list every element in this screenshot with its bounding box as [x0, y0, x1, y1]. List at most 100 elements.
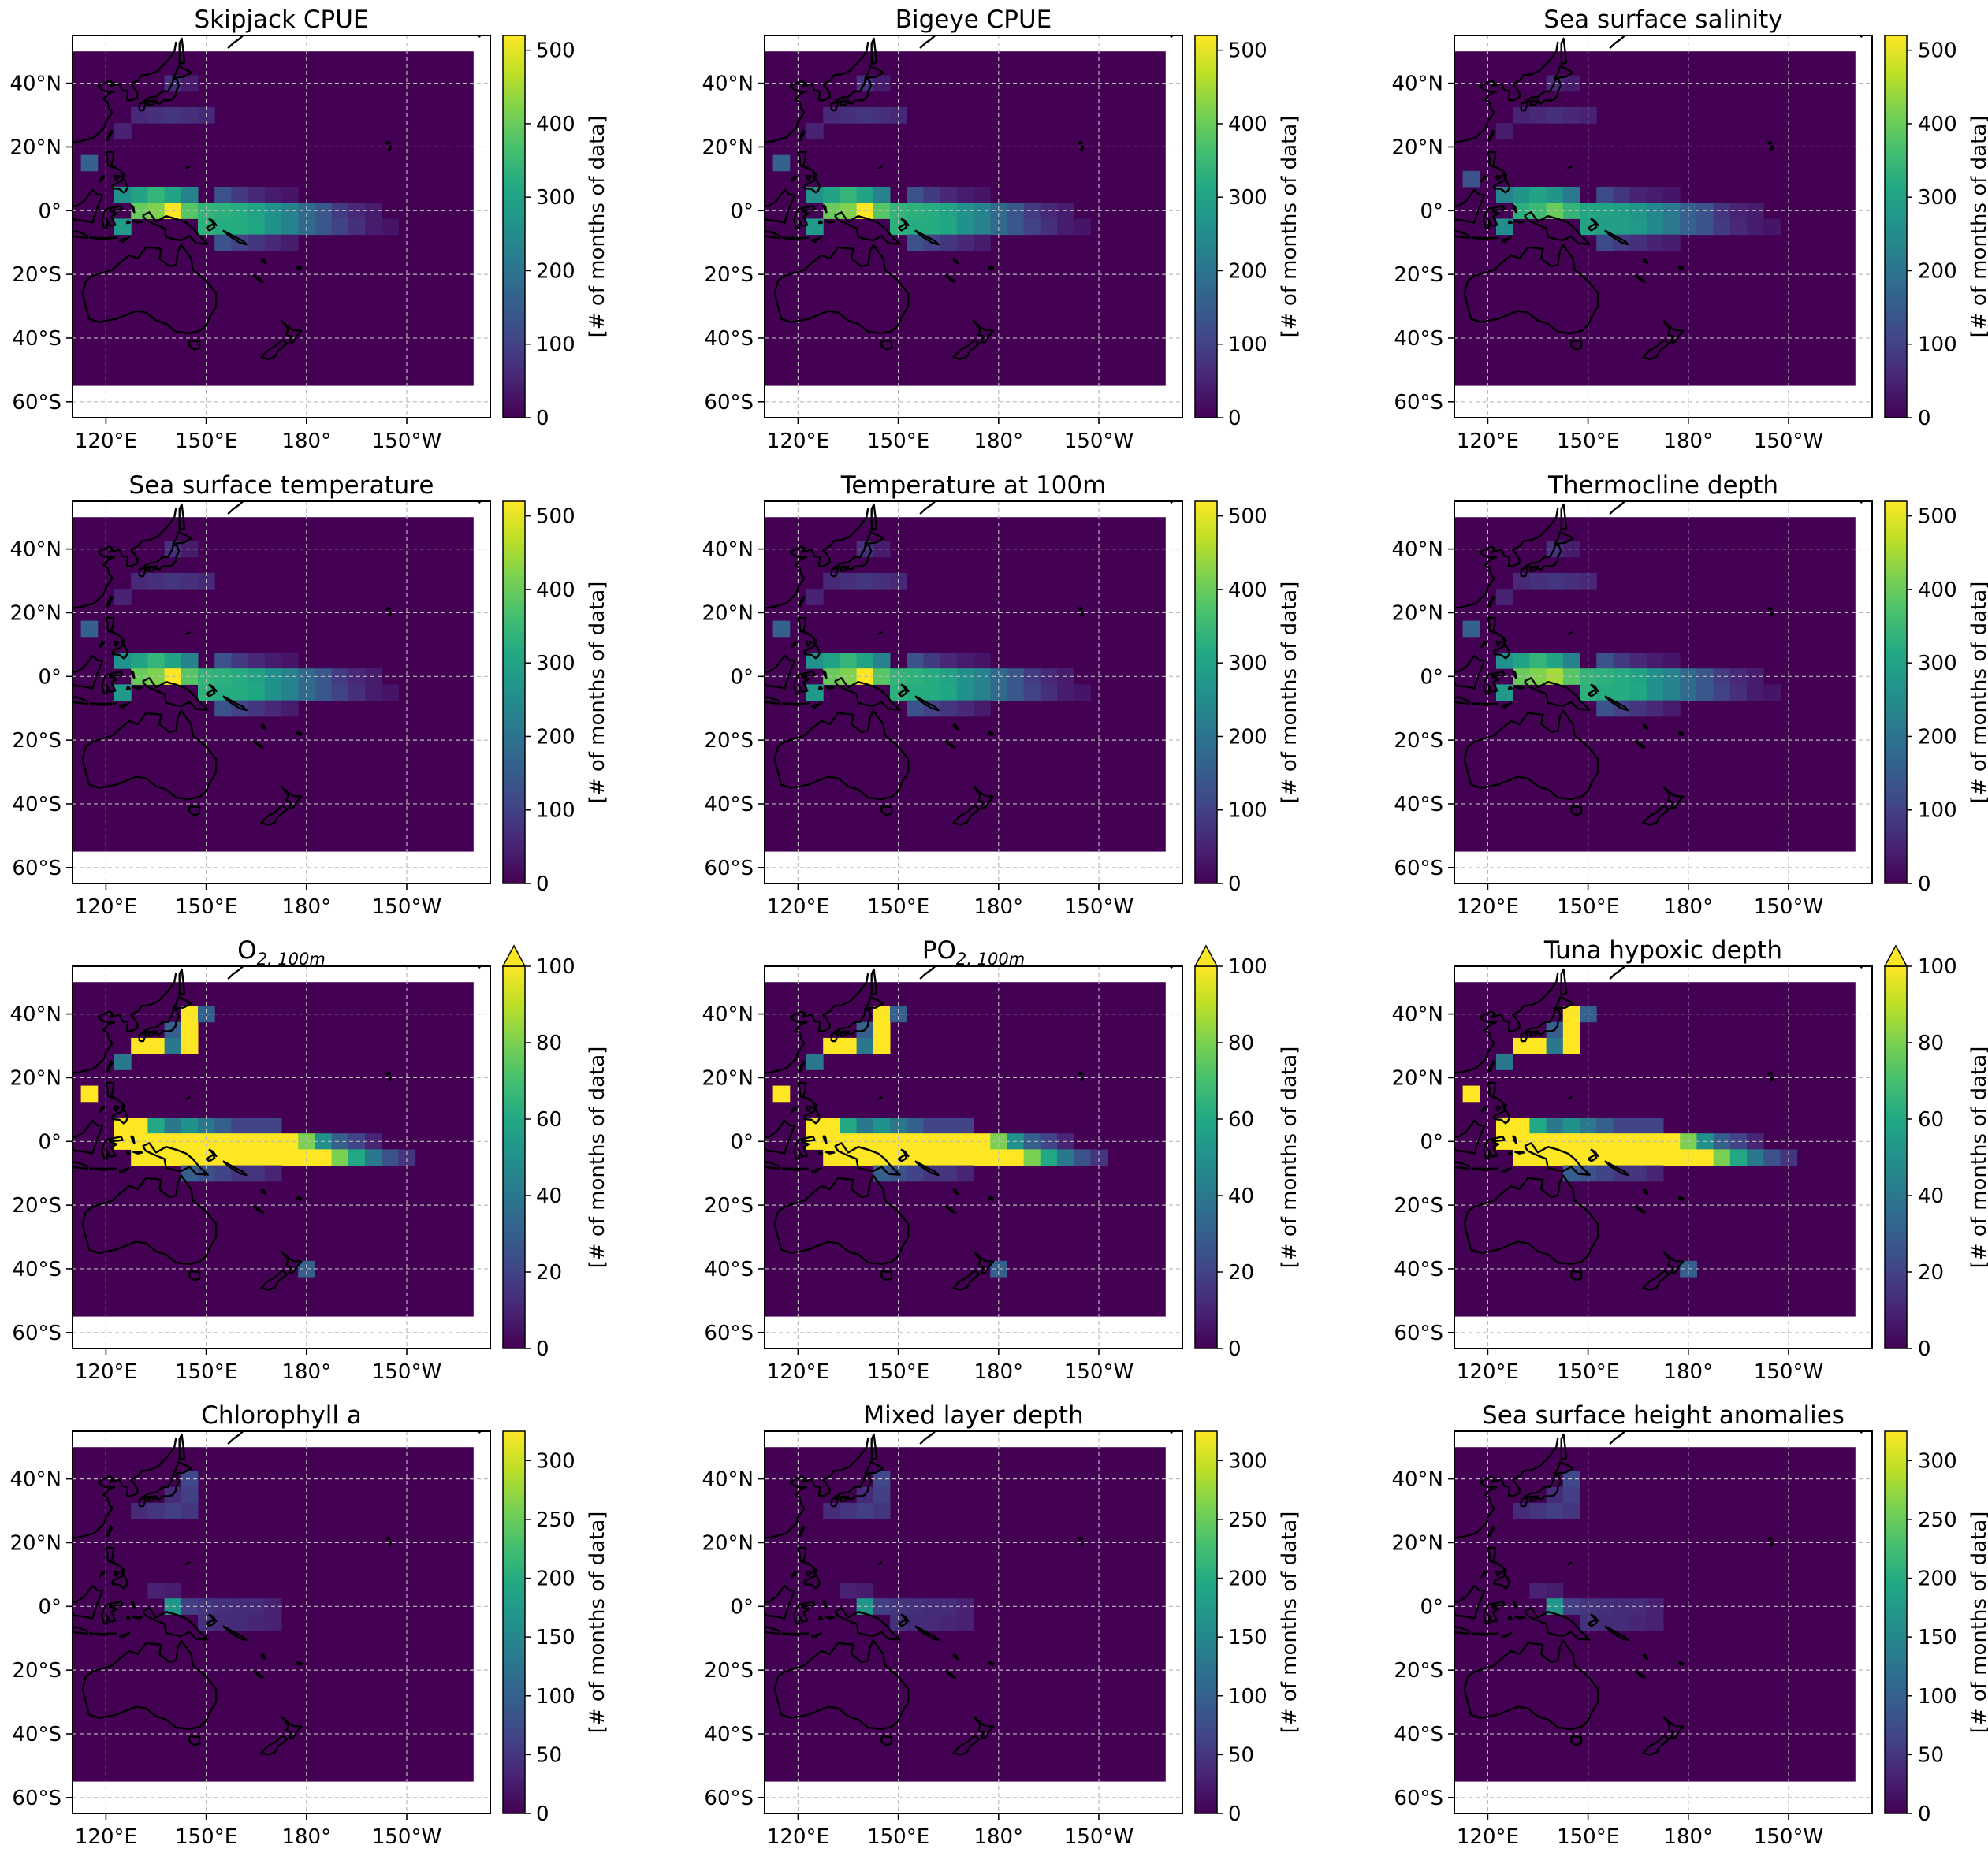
colorbar-label: [# of months of data]: [1278, 1047, 1301, 1269]
coastline: [952, 257, 959, 265]
coastline: [973, 319, 995, 344]
heatmap-cell: [231, 1598, 249, 1615]
colorbar: [1194, 965, 1218, 1349]
coastline: [781, 702, 810, 706]
heatmap-cell: [1529, 572, 1547, 590]
heatmap-cell: [806, 589, 824, 605]
coastline: [1566, 1096, 1573, 1100]
coastline: [1513, 1151, 1525, 1155]
coastline: [476, 966, 481, 969]
heatmap-cell: [114, 1117, 132, 1134]
heatmap-cell: [198, 1133, 215, 1150]
heatmap-cell: [181, 1037, 199, 1054]
coastline: [1463, 1639, 1599, 1731]
coastline: [130, 670, 136, 679]
heatmap-cell: [840, 1133, 858, 1150]
colorbar-tick-label: 200: [1228, 725, 1268, 749]
coastline: [798, 129, 806, 142]
coastline: [73, 188, 104, 224]
heatmap-cell: [264, 234, 282, 251]
colorbar-tick-label: 100: [536, 955, 575, 979]
subplot-title-text: Sea surface salinity: [1543, 6, 1782, 34]
heatmap-cell: [147, 668, 166, 685]
heatmap-cell: [823, 1502, 840, 1519]
coastline: [834, 677, 901, 711]
colorbar-tick-label: 100: [1228, 955, 1268, 979]
coastline: [1590, 683, 1599, 693]
coastline: [105, 151, 121, 171]
coastline: [988, 731, 995, 736]
coastline: [914, 1160, 940, 1177]
x-tick-label: 120°E: [75, 430, 137, 453]
x-tick-label: 180°: [974, 1825, 1023, 1849]
coastline: [1471, 236, 1499, 240]
heatmap-cell: [1663, 234, 1681, 251]
heatmap-cell: [80, 620, 99, 638]
heatmap-cell: [365, 684, 382, 701]
heatmap-cell: [147, 186, 166, 203]
heatmap-cell: [956, 1117, 974, 1134]
heatmap-cell: [1629, 234, 1647, 251]
heatmap-cell: [114, 589, 132, 605]
heatmap-cell: [974, 684, 991, 701]
coastline: [172, 1460, 192, 1475]
coastline: [1528, 1496, 1538, 1503]
heatmap-cell: [80, 154, 99, 172]
y-tick-label: 20°N: [9, 601, 61, 625]
subplot-title-text: Bigeye CPUE: [895, 6, 1052, 34]
heatmap-cell: [823, 1117, 840, 1134]
heatmap-cell: [231, 218, 249, 236]
coastline: [864, 530, 884, 545]
heatmap-cell: [1663, 684, 1681, 701]
heatmap-cell: [907, 186, 924, 203]
heatmap-cell: [264, 684, 282, 701]
heatmap-cell: [231, 684, 249, 701]
heatmap-cell: [873, 1021, 891, 1039]
coastline: [880, 1270, 893, 1281]
heatmap-cell: [1596, 700, 1614, 717]
coastline: [1454, 1119, 1486, 1155]
colorbar-tick-label: 0: [1918, 872, 1931, 896]
colorbar-tick-label: 150: [1918, 1626, 1957, 1650]
coastline: [1495, 1570, 1502, 1578]
heatmap-cell: [331, 203, 349, 219]
coastline: [1642, 1270, 1670, 1291]
coastline: [817, 685, 824, 690]
heatmap-cell: [348, 1149, 366, 1166]
y-tick-label: 20°S: [12, 263, 61, 287]
coastline: [1495, 640, 1502, 648]
heatmap-cell: [231, 1117, 249, 1134]
x-tick-label: 150°W: [1754, 1360, 1823, 1384]
y-tick-label: 0°: [730, 199, 754, 223]
coastline: [1463, 244, 1599, 335]
x-tick-label: 150°W: [1064, 430, 1134, 453]
coastline: [105, 1546, 121, 1567]
coastline: [952, 339, 981, 360]
colorbar-label: [# of months of data]: [1278, 116, 1301, 338]
coastline: [142, 1607, 209, 1641]
y-tick-label: 40°N: [9, 538, 61, 562]
coastline: [1487, 1546, 1502, 1567]
colorbar-tick-label: 80: [1228, 1032, 1254, 1055]
heatmap-cell: [1680, 684, 1697, 701]
colorbar-label: [# of months of data]: [1968, 582, 1988, 804]
heatmap-cell: [315, 684, 333, 701]
colorbar-tick-label: 250: [1228, 1508, 1268, 1532]
coastline: [110, 1574, 129, 1590]
heatmap-cell: [181, 106, 199, 124]
coastline: [900, 683, 910, 693]
coastline: [810, 236, 823, 244]
coastline: [798, 1060, 806, 1073]
y-tick-label: 0°: [38, 1595, 61, 1619]
heatmap-cell: [298, 1149, 315, 1166]
heatmap-cell: [1763, 1149, 1781, 1166]
coastline: [817, 219, 824, 225]
heatmap-cell: [1713, 1149, 1731, 1166]
heatmap-cell: [1007, 1149, 1025, 1166]
heatmap-cell: [956, 1165, 974, 1182]
subplot-title-text: Temperature at 100m: [840, 471, 1107, 500]
heatmap-cell: [164, 1117, 182, 1134]
x-tick-label: 150°E: [175, 430, 237, 453]
heatmap-cell: [923, 1133, 941, 1150]
coastline: [973, 785, 995, 809]
